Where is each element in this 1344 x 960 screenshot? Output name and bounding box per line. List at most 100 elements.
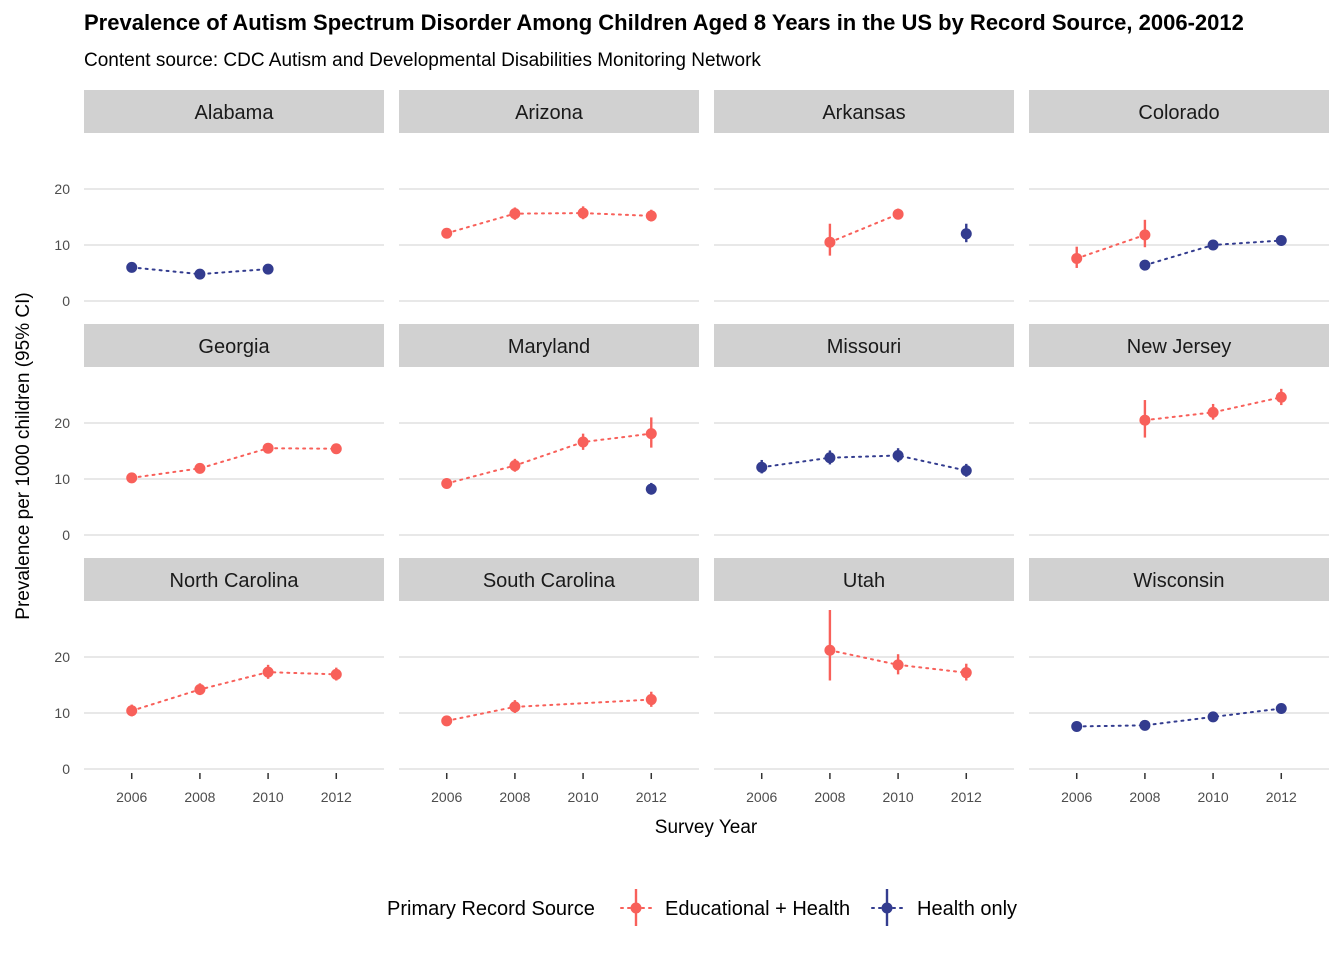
data-point — [509, 701, 521, 713]
data-point — [441, 715, 453, 727]
y-axis-title: Prevalence per 1000 children (95% CI) — [13, 292, 34, 619]
panel-alabama: Alabama 0 10 20 — [54, 90, 384, 309]
x-tick-label: 2008 — [814, 789, 845, 805]
x-tick-label: 2010 — [568, 789, 599, 805]
facet-label: Georgia — [198, 336, 270, 358]
series-line — [1075, 707, 1283, 728]
data-point — [824, 452, 836, 464]
data-point — [1071, 252, 1083, 264]
facet-label: Wisconsin — [1133, 570, 1224, 592]
x-tick-label: 2010 — [253, 789, 284, 805]
facet-strip — [714, 558, 1014, 601]
x-tick-label: 2006 — [1061, 789, 1092, 805]
series-line — [130, 671, 338, 712]
data-point — [1207, 711, 1219, 723]
series-line — [445, 212, 653, 235]
facet-strip — [399, 90, 699, 133]
data-point — [824, 644, 836, 656]
data-point — [645, 483, 657, 495]
x-tick-label: 2012 — [951, 789, 982, 805]
facet-strip — [399, 558, 699, 601]
y-tick-label: 10 — [54, 471, 70, 487]
x-tick-label: 2008 — [499, 789, 530, 805]
facet-strip — [1029, 324, 1329, 367]
series-line — [760, 454, 968, 472]
facet-strip — [1029, 90, 1329, 133]
legend-title: Primary Record Source — [387, 898, 595, 920]
data-point — [1207, 239, 1219, 251]
facet-label: Missouri — [827, 336, 901, 358]
data-point — [441, 227, 453, 239]
facet-strip — [84, 90, 384, 133]
chart-subtitle: Content source: CDC Autism and Developme… — [84, 50, 761, 71]
data-point — [960, 465, 972, 477]
data-point — [645, 694, 657, 706]
x-tick-label: 2008 — [1129, 789, 1160, 805]
data-point — [892, 208, 904, 220]
x-tick-label: 2012 — [1266, 789, 1297, 805]
x-tick-label: 2010 — [883, 789, 914, 805]
data-point — [892, 449, 904, 461]
series-line — [1075, 233, 1146, 260]
series-line — [130, 447, 338, 479]
data-point — [1275, 703, 1287, 715]
facet-strip — [1029, 558, 1329, 601]
y-tick-label: 10 — [54, 705, 70, 721]
x-tick-label: 2012 — [636, 789, 667, 805]
series-line — [445, 432, 653, 485]
data-point — [1207, 406, 1219, 418]
data-point — [126, 472, 138, 484]
data-point — [262, 263, 274, 275]
panel-new-jersey: New Jersey — [1029, 324, 1329, 536]
panel-colorado: Colorado — [1029, 90, 1329, 302]
facet-label: New Jersey — [1127, 336, 1231, 358]
facet-label: Colorado — [1138, 102, 1219, 124]
x-tick-label: 2010 — [1198, 789, 1229, 805]
data-point — [1139, 414, 1151, 426]
x-axis-title: Survey Year — [655, 817, 758, 838]
data-point — [645, 210, 657, 222]
data-point — [577, 207, 589, 219]
y-tick-label: 20 — [54, 415, 70, 431]
legend-label: Educational + Health — [665, 898, 850, 920]
y-tick-label: 20 — [54, 649, 70, 665]
data-point — [1139, 719, 1151, 731]
panel-missouri: Missouri — [714, 324, 1014, 536]
panel-arkansas: Arkansas — [714, 90, 1014, 302]
x-tick-label: 2008 — [184, 789, 215, 805]
panel-utah: Utah 2006 2008 2010 2012 — [714, 558, 1014, 805]
facet-label: South Carolina — [483, 570, 616, 592]
legend-label: Health only — [917, 898, 1017, 920]
x-tick-label: 2006 — [431, 789, 462, 805]
chart-title: Prevalence of Autism Spectrum Disorder A… — [84, 10, 1244, 35]
data-point — [330, 443, 342, 455]
panel-arizona: Arizona — [399, 90, 699, 302]
data-point — [1275, 391, 1287, 403]
legend-key-point — [630, 902, 642, 914]
facet-label: Arkansas — [822, 102, 905, 124]
data-point — [509, 460, 521, 472]
x-tick-label: 2012 — [321, 789, 352, 805]
panel-north-carolina: North Carolina 0 10 20 2006 2008 2010 2012 — [54, 558, 384, 805]
facet-label: Maryland — [508, 336, 590, 358]
data-point — [1275, 235, 1287, 247]
y-tick-label: 0 — [62, 293, 70, 309]
data-point — [194, 268, 206, 280]
y-tick-label: 0 — [62, 761, 70, 777]
data-point — [126, 261, 138, 273]
series-line — [828, 213, 900, 244]
data-point — [509, 208, 521, 220]
facet-strip — [399, 324, 699, 367]
legend: Primary Record Source Educational + Healt… — [387, 889, 1017, 926]
facet-label: Arizona — [515, 102, 584, 124]
facet-strip — [84, 324, 384, 367]
x-tick-label: 2006 — [116, 789, 147, 805]
facet-label: North Carolina — [170, 570, 300, 592]
legend-key-point — [881, 902, 893, 914]
data-point — [194, 683, 206, 695]
series-line — [1143, 396, 1283, 422]
data-point — [262, 442, 274, 454]
data-point — [194, 462, 206, 474]
data-point — [1071, 720, 1083, 732]
series-line — [445, 698, 653, 722]
